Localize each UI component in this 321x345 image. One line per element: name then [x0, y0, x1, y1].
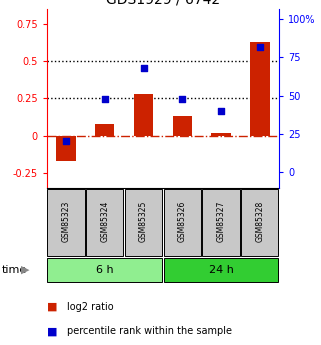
Text: GSM85327: GSM85327 — [217, 200, 226, 242]
Text: GSM85325: GSM85325 — [139, 200, 148, 242]
Bar — [95, 124, 114, 136]
Text: ■: ■ — [47, 326, 57, 336]
Text: GSM85323: GSM85323 — [61, 200, 70, 242]
Text: time: time — [2, 265, 27, 275]
Bar — [241, 189, 279, 256]
Text: GSM85326: GSM85326 — [178, 200, 187, 242]
Point — [180, 96, 185, 101]
Bar — [164, 189, 201, 256]
Bar — [125, 189, 162, 256]
Text: GSM85328: GSM85328 — [256, 200, 265, 242]
Title: GDS1929 / 6742: GDS1929 / 6742 — [106, 0, 220, 6]
Point — [63, 139, 68, 144]
Bar — [47, 189, 84, 256]
Bar — [86, 189, 123, 256]
Bar — [203, 189, 240, 256]
Text: percentile rank within the sample: percentile rank within the sample — [67, 326, 232, 336]
Point — [219, 108, 224, 114]
Text: ▶: ▶ — [21, 265, 29, 275]
Point — [102, 96, 107, 101]
Bar — [56, 136, 76, 161]
Text: GSM85324: GSM85324 — [100, 200, 109, 242]
Text: 6 h: 6 h — [96, 265, 114, 275]
Bar — [164, 257, 279, 282]
Point — [141, 65, 146, 71]
Text: ■: ■ — [47, 302, 57, 312]
Text: log2 ratio: log2 ratio — [67, 302, 114, 312]
Bar — [212, 133, 231, 136]
Point — [257, 44, 263, 50]
Text: 24 h: 24 h — [209, 265, 233, 275]
Bar — [47, 257, 162, 282]
Bar — [173, 116, 192, 136]
Bar — [250, 41, 270, 136]
Bar — [134, 94, 153, 136]
